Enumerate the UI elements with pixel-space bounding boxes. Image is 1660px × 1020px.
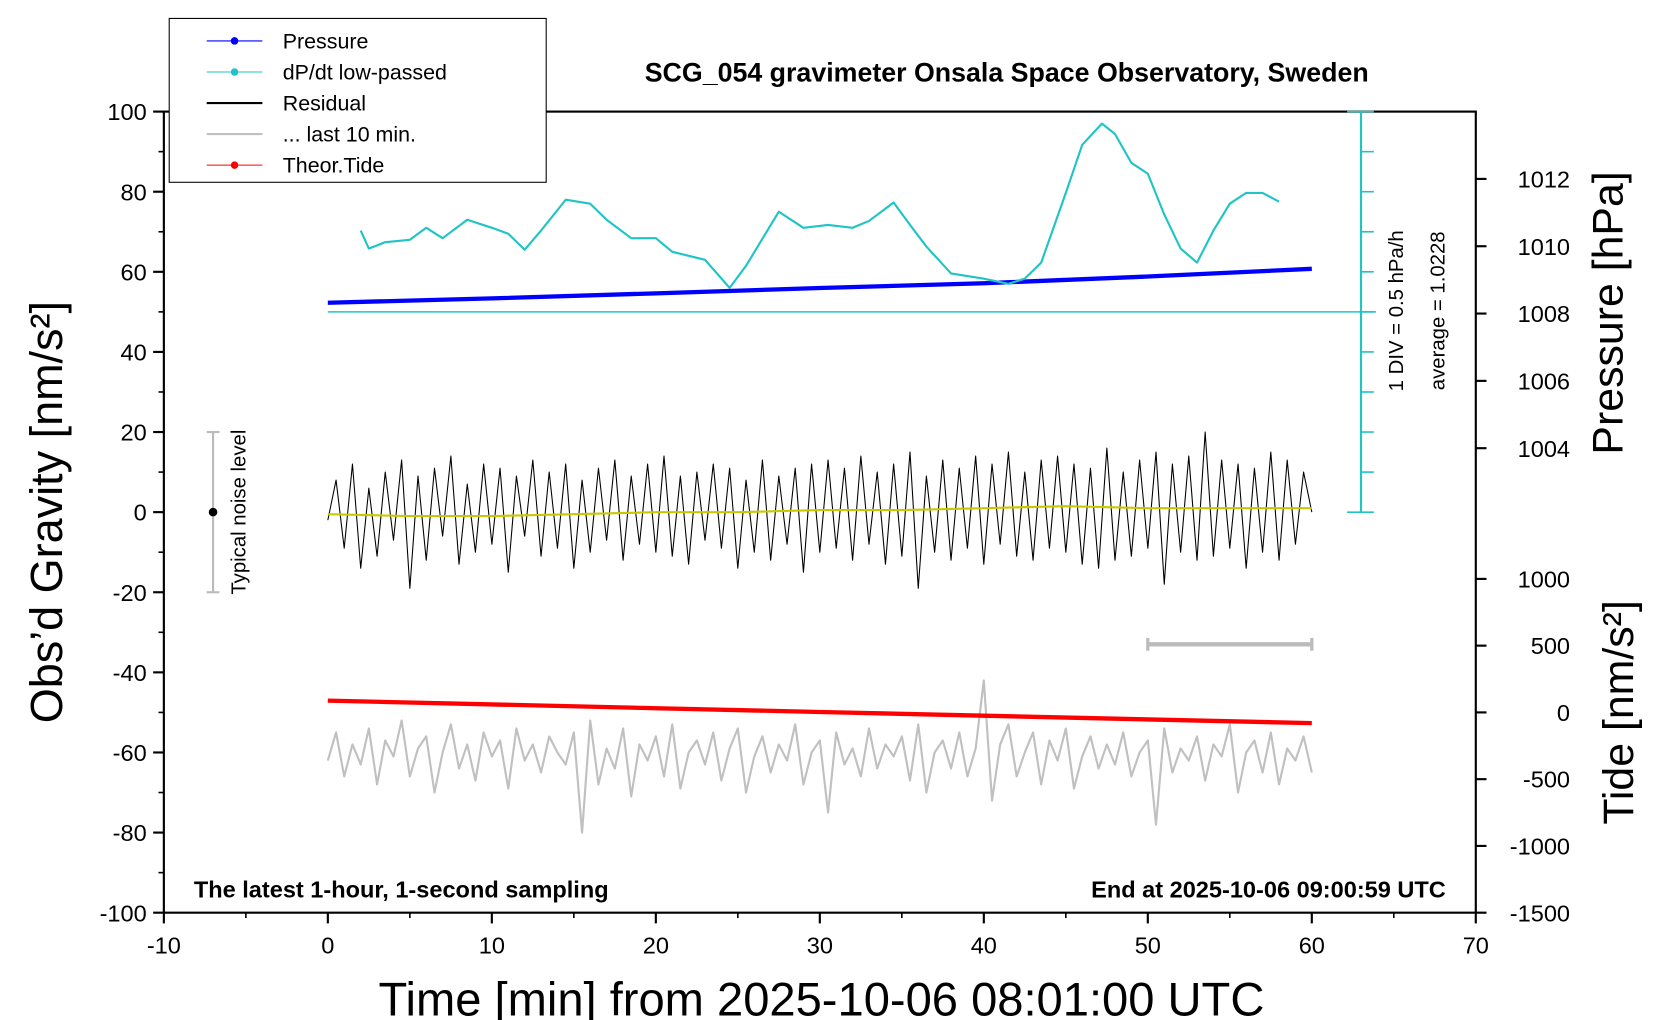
x-tick-label: 50 — [1135, 932, 1161, 958]
y-tick-label: -40 — [113, 660, 147, 686]
series-line — [327, 505, 1312, 518]
legend-marker — [230, 37, 239, 45]
noise-dot — [208, 507, 218, 517]
legend-label: Pressure — [283, 29, 369, 53]
y-tick-label: 80 — [121, 179, 147, 205]
x-tick-label: 30 — [807, 932, 833, 958]
y3-tick-label: -1500 — [1510, 900, 1570, 926]
y-tick-label: 40 — [121, 339, 147, 365]
legend-marker — [230, 68, 239, 76]
legend-label: dP/dt low-passed — [283, 60, 447, 84]
series-line — [359, 122, 1280, 289]
y3-tick-label: 500 — [1531, 633, 1570, 659]
y-tick-label: 100 — [107, 99, 146, 125]
y-tick-label: -100 — [100, 900, 147, 926]
y2-tick-label: 1006 — [1518, 368, 1570, 394]
x-tick-label: 20 — [643, 932, 669, 958]
x-tick-label: 60 — [1299, 932, 1325, 958]
legend-label: Residual — [283, 92, 366, 116]
x-tick-label: 70 — [1463, 932, 1489, 958]
legend-box — [168, 17, 547, 183]
series-line — [327, 698, 1312, 726]
y-tick-label: -60 — [113, 740, 147, 766]
y2-axis-label: Pressure [hPa] — [1585, 171, 1633, 454]
y-tick-label: 20 — [121, 420, 147, 446]
y3-axis-label: Tide [nm/s²] — [1595, 600, 1643, 825]
y2-tick-label: 1012 — [1518, 166, 1570, 192]
y-tick-label: -20 — [113, 580, 147, 606]
x-axis-label: Time [min] from 2025-10-06 08:01:00 UTC — [379, 972, 1265, 1020]
y3-tick-label: -500 — [1523, 767, 1570, 793]
chart-title: SCG_054 gravimeter Onsala Space Observat… — [645, 58, 1369, 88]
legend-label: ... last 10 min. — [283, 123, 416, 147]
average-label: average = 1.0228 — [1428, 231, 1450, 390]
x-tick-label: -10 — [147, 932, 181, 958]
y2-tick-label: 1010 — [1518, 234, 1570, 260]
x-tick-label: 0 — [321, 932, 334, 958]
div-label: 1 DIV = 0.5 hPa/h — [1386, 230, 1408, 391]
legend-label: Theor.Tide — [283, 154, 385, 178]
y2-tick-label: 1008 — [1518, 301, 1570, 327]
series-line — [327, 431, 1313, 589]
legend-marker — [230, 161, 239, 169]
x-tick-label: 10 — [479, 932, 505, 958]
y-tick-label: -80 — [113, 820, 147, 846]
y-tick-label: 60 — [121, 259, 147, 285]
noise-label: Typical noise level — [228, 430, 250, 595]
y-tick-label: 0 — [134, 500, 147, 526]
y3-tick-label: 0 — [1557, 700, 1570, 726]
note-right: End at 2025-10-06 09:00:59 UTC — [1091, 877, 1446, 903]
series-line — [327, 266, 1312, 305]
y3-tick-label: 1000 — [1518, 566, 1570, 592]
note-left: The latest 1-hour, 1-second sampling — [194, 877, 609, 903]
series-line — [326, 679, 1313, 834]
y2-tick-label: 1004 — [1518, 436, 1570, 462]
y-axis-label: Obs’d Gravity [nm/s²] — [21, 301, 72, 723]
x-tick-label: 40 — [971, 932, 997, 958]
y3-tick-label: -1000 — [1510, 833, 1570, 859]
